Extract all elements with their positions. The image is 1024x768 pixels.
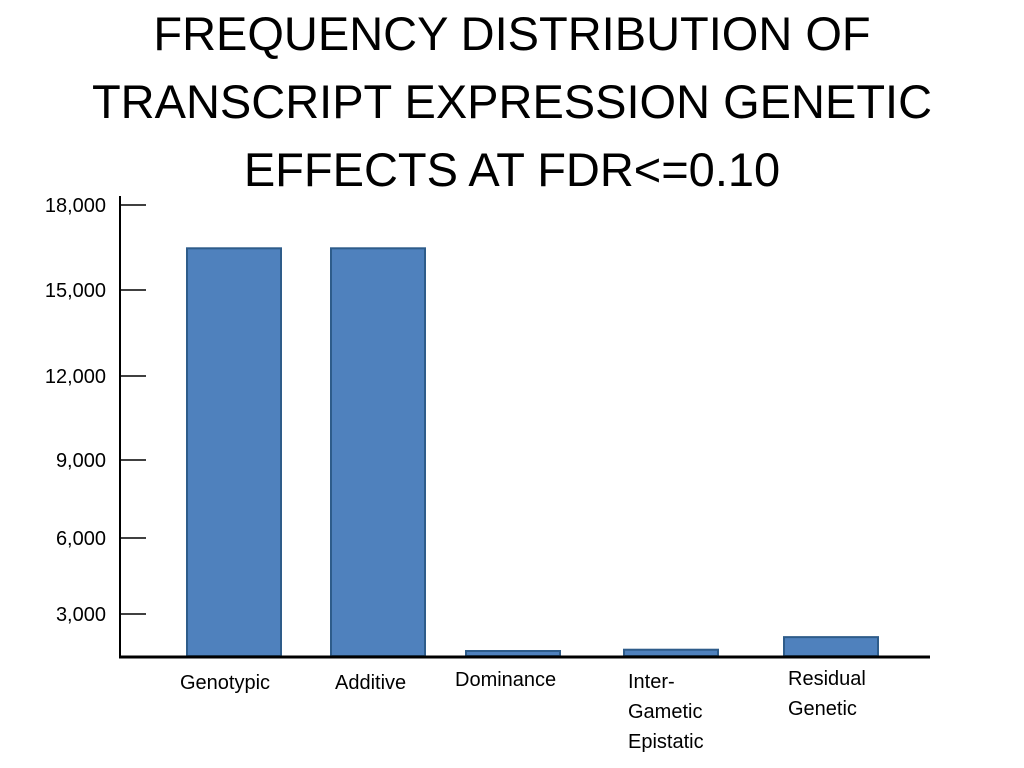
y-tick-label-12000: 12,000 [45, 366, 106, 388]
y-axis: 3,000 6,000 9,000 12,000 15,000 18,000 [45, 195, 146, 656]
x-tick-label-4-line-3: Epistatic [628, 731, 704, 753]
bar-dominance [465, 650, 561, 657]
x-tick-label-3: Dominance [455, 665, 556, 695]
x-tick-label-4-line-1: Inter- [628, 671, 675, 693]
y-tick-label-6000: 6,000 [56, 528, 106, 550]
x-tick-label-2-line-1: Additive [335, 672, 407, 694]
y-tick-label-18000: 18,000 [45, 195, 106, 217]
y-tick-label-3000: 3,000 [56, 604, 106, 626]
x-tick-label-3-line-1: Dominance [455, 669, 557, 691]
chart-title-line-2: TRANSCRIPT EXPRESSION GENETIC [91, 75, 933, 128]
y-tick-label-9000: 9,000 [56, 450, 106, 472]
bar-residual-genetic [783, 636, 879, 657]
bar-inter-gametic-epistatic [623, 648, 719, 657]
x-tick-label-5-line-2: Genetic [788, 698, 857, 720]
x-tick-label-4: Inter- Gametic Epistatic [628, 667, 704, 757]
bars-group [186, 247, 879, 658]
y-tick-label-15000: 15,000 [45, 280, 106, 302]
x-tick-label-1-line-1: Genotypic [180, 672, 271, 694]
chart-title-line-1: FREQUENCY DISTRIBUTION OF [153, 7, 871, 60]
x-tick-label-5-line-1: Residual [788, 668, 866, 690]
chart-title: FREQUENCY DISTRIBUTION OF TRANSCRIPT EXP… [0, 0, 1024, 200]
x-tick-label-2: Additive [335, 668, 406, 698]
bar-additive [330, 247, 426, 658]
x-tick-label-4-line-2: Gametic [628, 701, 703, 723]
bar-genotypic [186, 247, 282, 658]
x-tick-label-1: Genotypic [180, 668, 270, 698]
chart-title-line-3: EFFECTS AT FDR<=0.10 [243, 143, 781, 196]
x-tick-label-5: Residual Genetic [788, 664, 866, 724]
